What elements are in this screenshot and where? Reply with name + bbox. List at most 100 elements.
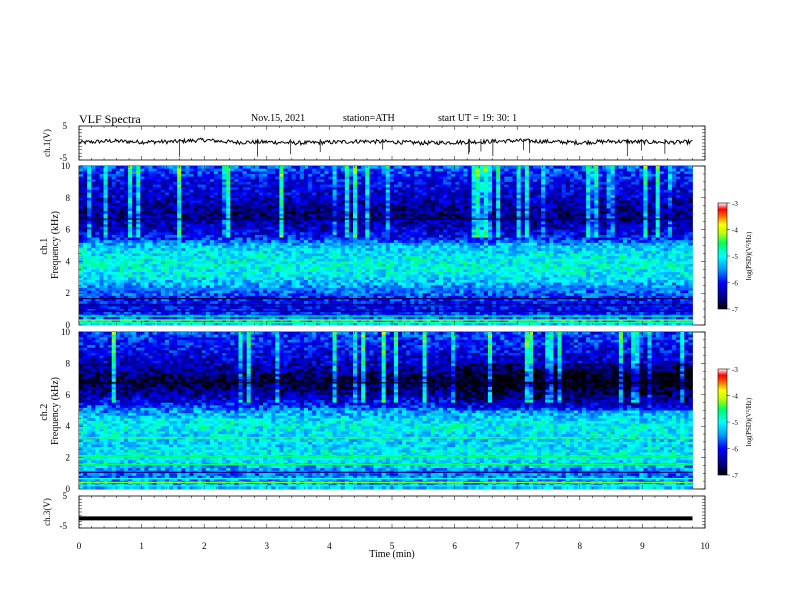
spectrogram-cell [152,279,158,283]
spectrogram-cell [275,290,280,294]
spectrogram-cell [201,179,207,183]
spectrogram-cell [132,272,137,276]
spectrogram-cell [193,197,199,201]
spectrogram-cell [128,274,133,278]
spectrogram-cell [222,226,227,230]
spectrogram-cell [332,211,338,215]
spectrogram-cell [332,189,338,193]
spectrogram-cell [201,216,207,220]
spectrogram-cell [226,279,231,283]
spectrogram-cell [381,211,387,215]
spectrogram-cell [279,221,284,225]
spectrogram-cell [316,306,321,310]
spectrogram-cell [365,285,370,289]
spectrogram-cell [218,173,223,177]
spectrogram-cell [275,179,280,183]
spectrogram-cell [95,309,100,313]
spectrogram-cell [242,258,248,262]
spectrogram-cell [299,197,305,201]
spectrogram-cell [275,173,280,177]
spectrogram-cell [373,269,378,273]
spectrogram-cell [336,203,342,207]
spectrogram-cell [299,187,305,191]
spectrogram-cell [136,189,141,193]
spectrogram-cell [144,197,149,201]
spectrogram-cell [197,250,203,254]
spectrogram-cell [177,171,182,175]
spectrogram-cell [361,213,366,217]
spectrogram-cell [205,253,211,257]
spectrogram-cell [79,221,84,225]
spectrogram-cell [103,279,109,283]
spectrogram-cell [148,195,154,199]
spectrogram-cell [87,269,92,273]
spectrogram-cell [291,171,297,175]
spectrogram-cell [87,208,92,212]
spectrogram-cell [340,187,346,191]
spectrogram-cell [283,290,288,294]
spectrogram-cell [267,181,272,185]
spectrogram-cell [123,179,129,183]
spectrogram-cell [377,224,383,228]
spectrogram-cell [381,264,387,268]
spectrogram-cell [406,187,411,191]
spectrogram-cell [389,293,395,297]
spectrogram-cell [107,216,113,220]
spectrogram-cell [238,221,243,225]
spectrogram-cell [320,285,325,289]
spectrogram-cell [222,282,227,286]
spectrogram-cell [320,319,325,323]
spectrogram-cell [389,250,395,254]
spectrogram-cell [406,195,411,199]
spectrogram-cell [377,277,383,281]
spectrogram-cell [348,168,354,172]
spectrogram-cell [312,256,317,260]
spectrogram-cell [201,211,207,215]
spectrogram-cell [275,274,280,278]
spectrogram-cell [115,264,121,268]
spectrogram-cell [140,166,145,170]
spectrogram-cell [173,250,178,254]
spectrogram-cell [263,205,268,209]
spectrogram-cell [119,184,125,188]
spectrogram-cell [193,195,199,199]
spectrogram-cell [254,279,260,283]
spectrogram-cell [193,211,199,215]
spectrogram-cell [381,317,387,321]
spectrogram-cell [185,245,190,249]
spectrogram-cell [103,237,109,241]
spectrogram-cell [283,173,288,177]
spectrogram-cell [258,301,264,305]
spectrogram-cell [295,216,301,220]
spectrogram-cell [209,229,215,233]
spectrogram-cell [213,264,219,268]
spectrogram-cell [234,168,239,172]
spectrogram-cell [222,319,227,323]
spectrogram-cell [312,179,317,183]
spectrogram-cell [185,168,190,172]
spectrogram-cell [160,234,166,238]
spectrogram-cell [250,240,256,244]
spectrogram-cell [144,203,149,207]
spectrogram-cell [250,171,256,175]
spectrogram-cell [173,176,178,180]
spectrogram-cell [164,250,170,254]
spectrogram-cell [238,168,243,172]
spectrogram-cell [316,258,321,262]
spectrogram-cell [177,200,182,204]
spectrogram-cell [336,269,342,273]
spectrogram-cell [218,192,223,196]
spectrogram-cell [385,208,391,212]
spectrogram-cell [128,219,133,223]
spectrogram-cell [119,285,125,289]
spectrogram-cell [283,237,288,241]
spectrogram-cell [381,197,387,201]
spectrogram-cell [95,317,100,321]
spectrogram-cell [275,256,280,260]
spectrogram-cell [369,264,374,268]
spectrogram-cell [295,256,301,260]
spectrogram-cell [164,203,170,207]
spectrogram-cell [132,285,137,289]
spectrogram-cell [83,187,88,191]
spectrogram-cell [193,192,199,196]
